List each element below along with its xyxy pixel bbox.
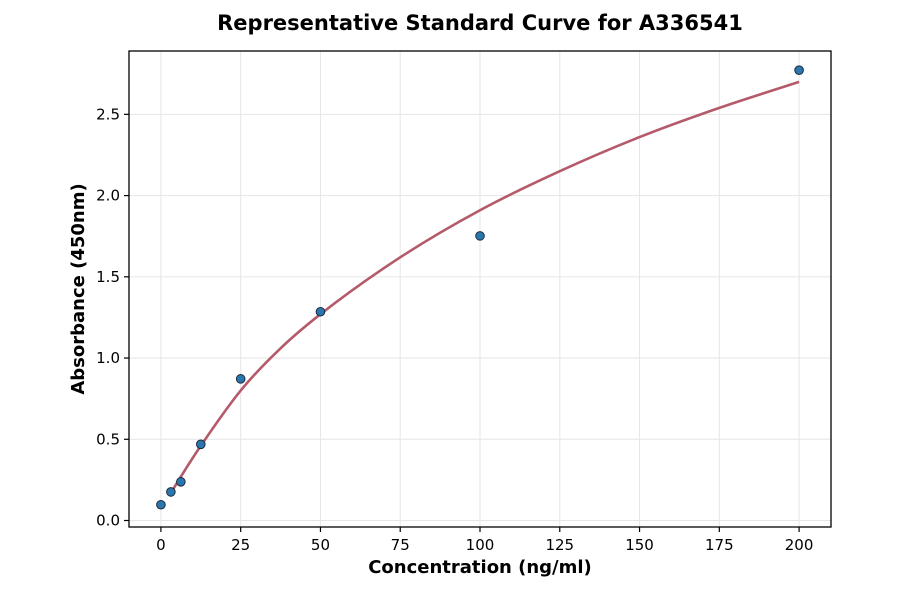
x-tick-label: 0 [156, 536, 166, 554]
x-tick-label: 25 [231, 536, 250, 554]
data-points-layer [156, 65, 804, 510]
chart-title: Representative Standard Curve for A33654… [217, 11, 743, 35]
x-tick-label: 175 [705, 536, 734, 554]
fit-curve-layer [169, 80, 800, 494]
x-axis-label: Concentration (ng/ml) [368, 557, 592, 578]
data-point [166, 487, 176, 497]
y-tick-label: 0.0 [96, 512, 120, 530]
x-tick-label: 125 [545, 536, 574, 554]
x-tick-label: 150 [625, 536, 654, 554]
y-tick-label: 2.5 [96, 105, 120, 123]
data-point [794, 65, 804, 75]
grid [129, 51, 831, 527]
data-point [315, 306, 326, 317]
y-tick-label: 1.5 [96, 268, 120, 286]
y-axis-label: Absorbance (450nm) [68, 183, 89, 394]
data-point [475, 231, 485, 241]
x-tick-label: 200 [785, 536, 814, 554]
data-point [195, 439, 206, 450]
x-axis-ticks: 0 25 50 75 100 125 150 175 200 [156, 527, 813, 554]
data-point [235, 374, 246, 384]
fit-curve [169, 80, 800, 494]
y-tick-label: 0.5 [96, 430, 120, 448]
x-tick-label: 100 [466, 536, 495, 554]
y-tick-label: 1.0 [96, 349, 120, 367]
y-axis-ticks: 0.0 0.5 1.0 1.5 2.0 2.5 [96, 105, 129, 530]
data-point [176, 477, 186, 487]
x-tick-label: 75 [391, 536, 410, 554]
data-point [156, 499, 166, 510]
y-tick-label: 2.0 [96, 187, 120, 205]
x-tick-label: 50 [311, 536, 330, 554]
